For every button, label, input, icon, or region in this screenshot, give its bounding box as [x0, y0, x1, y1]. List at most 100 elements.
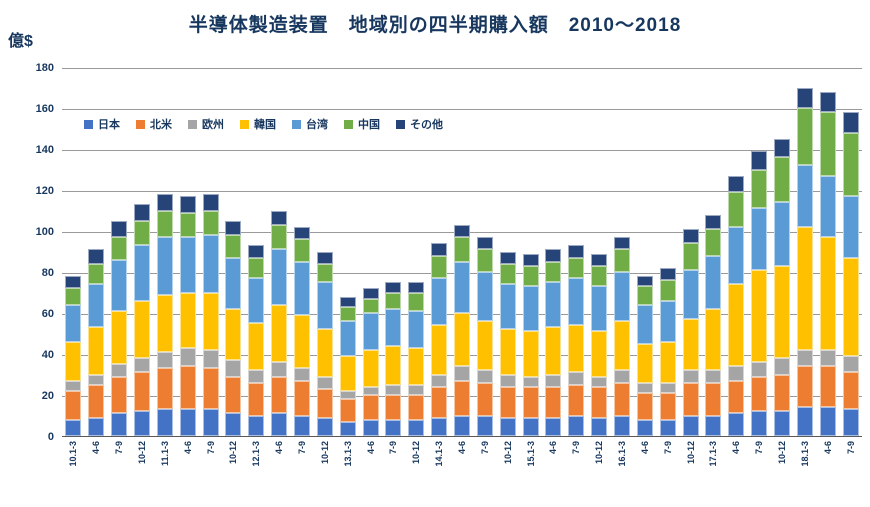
bar-segment-その他	[225, 220, 242, 236]
y-axis-unit-label: 億$	[8, 33, 33, 50]
bar-segment-その他	[362, 288, 379, 299]
bar-segment-中国	[796, 108, 813, 166]
bar-segment-台湾	[339, 321, 356, 357]
bar-segment-その他	[522, 253, 539, 266]
stacked-bar	[134, 204, 150, 436]
bar-segment-日本	[545, 417, 562, 436]
bar-segment-台湾	[591, 286, 608, 332]
stacked-bar	[499, 251, 516, 436]
legend-swatch-icon	[188, 119, 197, 129]
bar-segment-北米	[614, 382, 630, 416]
bar-segment-中国	[431, 255, 448, 279]
x-tick-label: 14.1-3	[434, 441, 445, 467]
bar-segment-その他	[751, 151, 768, 170]
bar-segment-欧州	[179, 347, 196, 367]
bar-segment-欧州	[316, 376, 333, 389]
bar-segment-日本	[774, 411, 790, 436]
bar-segment-欧州	[408, 384, 425, 396]
bar-segment-日本	[134, 411, 150, 436]
bar-segment-欧州	[796, 349, 813, 367]
x-tick-label: 7-9	[571, 441, 582, 455]
bar-segment-欧州	[751, 362, 768, 377]
bar-segment-北米	[156, 368, 173, 410]
bar-segment-中国	[339, 306, 356, 322]
plot-area	[62, 68, 862, 437]
bar-segment-台湾	[156, 237, 173, 295]
bar-segment-北米	[111, 376, 128, 414]
bar-segment-台湾	[316, 282, 333, 330]
x-tick-label: 10-12	[228, 441, 239, 465]
bar-segment-日本	[156, 409, 173, 436]
bar-segment-台湾	[659, 300, 676, 342]
legend: 日本 北米 欧州 韓国 台湾 中国 その他	[84, 116, 443, 132]
x-tick-label: 4-6	[182, 441, 193, 455]
stacked-bar	[728, 175, 745, 436]
bar-segment-北米	[819, 366, 836, 408]
stacked-bar	[316, 251, 333, 436]
bar-segment-韓国	[156, 294, 173, 352]
bar-segment-その他	[408, 282, 425, 293]
bar-segment-その他	[111, 220, 128, 238]
bar-segment-欧州	[111, 364, 128, 377]
bar-segment-韓国	[682, 319, 699, 371]
x-tick-label: 10-12	[594, 441, 605, 465]
x-tick-label: 15.1-3	[525, 441, 536, 467]
bar-segment-日本	[65, 419, 82, 436]
x-tick-label: 4-6	[457, 441, 467, 455]
bar-segment-欧州	[65, 380, 82, 391]
bar-segment-欧州	[614, 370, 630, 383]
legend-item-欧州: 欧州	[188, 116, 224, 132]
legend-item-台湾: 台湾	[292, 116, 328, 132]
bar-segment-日本	[705, 415, 722, 436]
bar-segment-台湾	[682, 269, 699, 320]
bar-segment-欧州	[88, 374, 105, 385]
bar-segment-北米	[294, 380, 310, 416]
stacked-bar	[202, 194, 219, 436]
bar-segment-その他	[134, 204, 150, 221]
bar-segment-日本	[476, 415, 493, 436]
stacked-bar	[225, 220, 242, 436]
y-tick-label: 20	[41, 390, 54, 402]
chart-title: 半導体製造装置 地域別の四半期購入額 2010～2018	[188, 15, 682, 36]
bar-segment-韓国	[134, 300, 150, 359]
stacked-bar	[88, 249, 105, 436]
bar-segment-北米	[248, 382, 265, 416]
bar-segment-台湾	[751, 208, 768, 270]
bar-segment-中国	[819, 112, 836, 176]
bar-segment-その他	[842, 112, 859, 133]
bar-segment-台湾	[271, 249, 288, 305]
bar-segment-日本	[568, 415, 585, 436]
stacked-bar	[179, 196, 196, 436]
y-tick-label: 0	[47, 431, 54, 443]
bar-segment-中国	[499, 263, 516, 285]
bar-segment-北米	[362, 395, 379, 420]
bar-segment-台湾	[568, 278, 585, 326]
x-tick-label: 10-12	[777, 441, 787, 465]
bar-segment-韓国	[774, 265, 790, 359]
bar-segment-北米	[842, 372, 859, 410]
x-tick-label: 10-12	[319, 441, 330, 465]
bar-segment-中国	[659, 280, 676, 301]
bar-segment-韓国	[728, 284, 745, 367]
bar-segment-その他	[316, 251, 333, 264]
legend-label: 欧州	[202, 119, 224, 131]
stacked-bar	[271, 210, 288, 436]
bar-segment-中国	[362, 298, 379, 314]
bar-segment-その他	[248, 245, 265, 258]
bar-segment-日本	[88, 417, 105, 436]
x-tick-label: 7-9	[845, 441, 856, 455]
bar-segment-台湾	[774, 202, 790, 266]
bar-segment-中国	[134, 220, 150, 246]
bar-segment-韓国	[522, 331, 539, 377]
bar-segment-台湾	[88, 284, 105, 328]
bar-segment-欧州	[476, 370, 493, 383]
bar-segment-欧州	[271, 362, 288, 377]
bar-segment-日本	[454, 415, 470, 436]
bar-segment-中国	[316, 263, 333, 283]
bar-segment-北米	[454, 380, 470, 416]
bar-segment-その他	[385, 282, 402, 293]
gridline	[62, 68, 862, 69]
bar-segment-その他	[88, 249, 105, 264]
bar-segment-韓国	[636, 343, 653, 383]
